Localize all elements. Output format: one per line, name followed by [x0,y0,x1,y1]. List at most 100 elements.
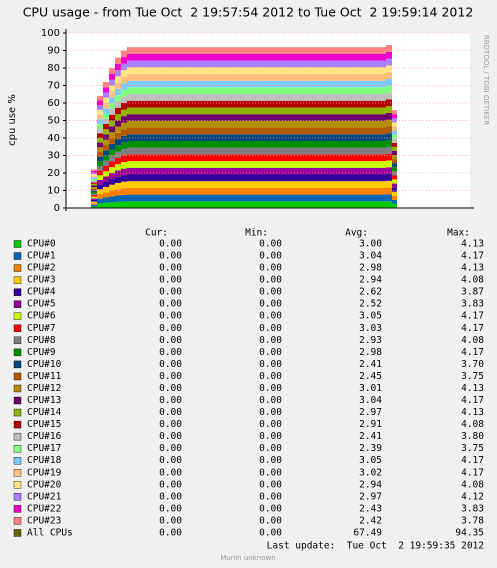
legend-value: 0.00 [259,251,282,262]
legend-value: 0.00 [259,503,282,514]
area-segment [127,127,386,135]
area-segment [121,129,127,136]
area-segment [97,147,103,152]
chart-title: CPU usage - from Tue Oct 2 19:57:54 2012… [23,5,474,20]
y-tick-label: 0 [54,203,60,214]
legend-value: 0.00 [259,395,282,406]
legend-value: 0.00 [259,515,282,526]
area-segment [127,147,386,155]
area-segment [115,151,121,158]
area-segment [91,182,97,184]
legend-value: 3.80 [461,431,484,442]
legend-swatch [13,396,22,405]
legend-value: 2.42 [359,515,382,526]
area-segment [115,88,121,96]
legend-value: 0.00 [159,299,182,310]
area-segment [127,187,386,195]
area-segment [392,134,397,139]
area-segment [115,63,121,71]
area-segment [109,85,115,92]
area-segment [115,101,121,108]
legend-value: 3.01 [359,383,382,394]
legend-value: 4.08 [461,275,484,286]
legend-swatch [13,517,22,525]
area-segment [115,182,121,190]
area-segment [103,197,109,203]
area-segment [115,189,121,196]
legend-value: 3.83 [461,503,484,514]
column-header: Max: [447,228,470,239]
legend-value: 0.00 [159,407,182,418]
legend-swatch [13,457,22,465]
legend-value: 4.08 [461,479,484,490]
area-segment [97,123,103,129]
area-segment [392,191,397,196]
area-segment [91,203,97,205]
area-segment [91,177,97,180]
legend-name: CPU#10 [27,359,62,370]
legend-value: 0.00 [259,347,282,358]
legend-value: 4.08 [461,419,484,430]
legend-value: 4.13 [461,263,484,274]
area-segment [109,91,115,98]
area-segment [115,114,121,121]
area-segment [97,119,103,124]
area-segment [127,67,386,74]
area-segment [121,70,127,77]
area-segment [121,122,127,130]
area-segment [103,171,109,177]
legend-name: CPU#20 [27,479,62,490]
area-segment [386,201,392,208]
area-segment [386,58,392,66]
y-tick-label: 20 [47,168,60,179]
area-segment [109,196,115,203]
legend-value: 3.75 [461,443,484,454]
area-segment [97,203,103,208]
area-segment [392,163,397,168]
area-segment [386,85,392,93]
area-segment [115,70,121,77]
legend-name: CPU#19 [27,467,62,478]
legend-swatch [13,312,22,320]
area-segment [91,199,97,202]
footer: Munin unknown [220,554,275,562]
area-segment [115,201,121,208]
legend-value: 0.00 [159,371,182,382]
area-segment [97,189,103,194]
legend-value: 4.13 [461,407,484,418]
area-segment [115,57,121,64]
legend-value: 0.00 [259,323,282,334]
area-segment [97,184,103,190]
area-segment [121,142,127,149]
legend-swatch [13,336,22,345]
area-segment [91,196,97,199]
legend-swatch [13,432,22,441]
area-segment [103,113,109,119]
area-segment [109,184,115,191]
area-segment [91,195,97,197]
area-segment [97,156,103,162]
y-tick-label: 50 [47,116,60,127]
area-segment [392,130,397,135]
legend-value: 2.94 [359,275,382,286]
legend-swatch [13,481,22,489]
area-segment [91,174,97,176]
legend-value: 0.00 [159,467,182,478]
legend-name: CPU#3 [27,275,56,286]
legend-swatch [13,372,22,381]
area-segment [109,138,115,144]
area-segment [392,195,397,200]
legend-value: 4.17 [461,455,484,466]
area-segment [103,103,109,109]
legend-value: 0.00 [159,359,182,370]
area-segment [103,181,109,187]
area-segment [121,148,127,156]
area-segment [97,179,103,185]
area-segment [91,175,97,178]
legend-swatch [13,300,22,308]
area-segment [103,202,109,208]
legend-value: 0.00 [159,263,182,274]
legend-value: 0.00 [259,419,282,430]
y-tick-label: 10 [47,186,60,197]
area-segment [127,167,386,175]
